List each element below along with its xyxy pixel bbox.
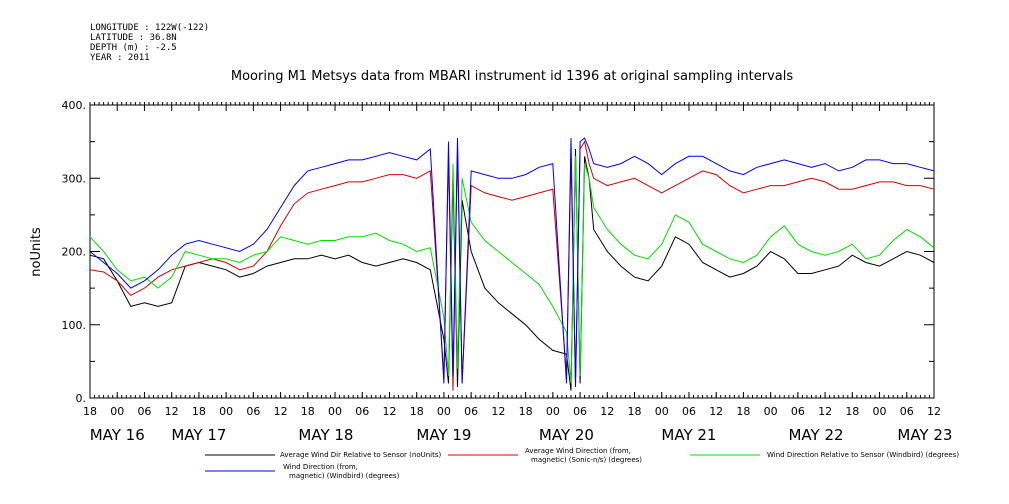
x-tick-label: 12 bbox=[709, 405, 723, 418]
x-tick-label: 06 bbox=[464, 405, 478, 418]
x-tick-label: 18 bbox=[845, 405, 859, 418]
x-date-label: MAY 21 bbox=[661, 426, 716, 444]
y-tick-label: 0. bbox=[76, 392, 87, 405]
x-tick-label: 06 bbox=[900, 405, 914, 418]
y-tick-label: 300. bbox=[62, 172, 87, 185]
x-tick-label: 06 bbox=[573, 405, 587, 418]
x-tick-label: 12 bbox=[491, 405, 505, 418]
meta-depth: DEPTH (m) : -2.5 bbox=[90, 43, 177, 53]
x-tick-label: 00 bbox=[328, 405, 342, 418]
plot-area bbox=[89, 104, 935, 399]
x-date-label: MAY 16 bbox=[90, 426, 145, 444]
x-date-label: MAY 19 bbox=[416, 426, 471, 444]
y-axis: 0. 100. 200. 300. 400. bbox=[62, 99, 934, 405]
x-tick-label: 18 bbox=[628, 405, 642, 418]
x-tick-label: 00 bbox=[764, 405, 778, 418]
legend-label-4: Wind Direction (from, bbox=[283, 463, 358, 471]
x-tick-label: 18 bbox=[519, 405, 533, 418]
x-tick-label: 12 bbox=[165, 405, 179, 418]
legend-label-3: Wind Direction Relative to Sensor (Windb… bbox=[767, 451, 959, 459]
x-tick-label: 06 bbox=[682, 405, 696, 418]
x-tick-label: 18 bbox=[410, 405, 424, 418]
y-tick-label: 400. bbox=[62, 99, 87, 112]
x-tick-label: 12 bbox=[600, 405, 614, 418]
x-tick-label: 00 bbox=[219, 405, 233, 418]
series-line-3 bbox=[89, 156, 935, 384]
x-tick-label: 00 bbox=[110, 405, 124, 418]
x-date-label: MAY 20 bbox=[539, 426, 594, 444]
series-line-1 bbox=[89, 148, 935, 391]
meta-longitude: LONGITUDE : 122W(-122) bbox=[90, 23, 209, 33]
x-tick-label: 18 bbox=[83, 405, 97, 418]
x-tick-label: 06 bbox=[355, 405, 369, 418]
x-tick-label: 18 bbox=[192, 405, 206, 418]
x-tick-label: 18 bbox=[301, 405, 315, 418]
y-tick-label: 200. bbox=[62, 246, 87, 259]
x-date-label: MAY 23 bbox=[897, 426, 952, 444]
x-tick-label: 12 bbox=[274, 405, 288, 418]
x-tick-label: 18 bbox=[736, 405, 750, 418]
x-tick-label: 12 bbox=[382, 405, 396, 418]
series-line-4 bbox=[89, 137, 935, 388]
legend-label-2-line2: magnetic) (Sonic-n/s) (degrees) bbox=[531, 456, 642, 464]
x-tick-label: 06 bbox=[137, 405, 151, 418]
x-tick-label: 12 bbox=[818, 405, 832, 418]
x-tick-label: 00 bbox=[655, 405, 669, 418]
legend: Average Wind Dir Relative to Sensor (noU… bbox=[205, 447, 959, 480]
x-tick-label: 06 bbox=[791, 405, 805, 418]
x-date-label: MAY 18 bbox=[298, 426, 353, 444]
legend-label-2: Average Wind Direction (from, bbox=[525, 447, 631, 455]
y-axis-label: noUnits bbox=[29, 227, 44, 277]
legend-label-1: Average Wind Dir Relative to Sensor (noU… bbox=[280, 451, 441, 459]
x-date-label: MAY 17 bbox=[171, 426, 226, 444]
x-tick-label: 00 bbox=[873, 405, 887, 418]
meta-year: YEAR : 2011 bbox=[90, 53, 150, 63]
series-line-2 bbox=[89, 140, 935, 391]
chart-title: Mooring M1 Metsys data from MBARI instru… bbox=[231, 69, 793, 84]
x-tick-label: 00 bbox=[437, 405, 451, 418]
plot-frame bbox=[89, 104, 935, 399]
x-tick-label: 00 bbox=[546, 405, 560, 418]
meta-latitude: LATITUDE : 36.8N bbox=[90, 33, 177, 43]
y-tick-label: 100. bbox=[62, 319, 87, 332]
x-axis: 18 00 06 12 18 00 06 12 18 00 06 12 18 00 06 12 18 00 06 12… bbox=[83, 102, 952, 444]
x-tick-label: 06 bbox=[246, 405, 260, 418]
x-date-label: MAY 22 bbox=[788, 426, 843, 444]
legend-label-4-line2: magnetic) (Windbird) (degrees) bbox=[289, 472, 400, 480]
x-tick-label: 12 bbox=[927, 405, 941, 418]
